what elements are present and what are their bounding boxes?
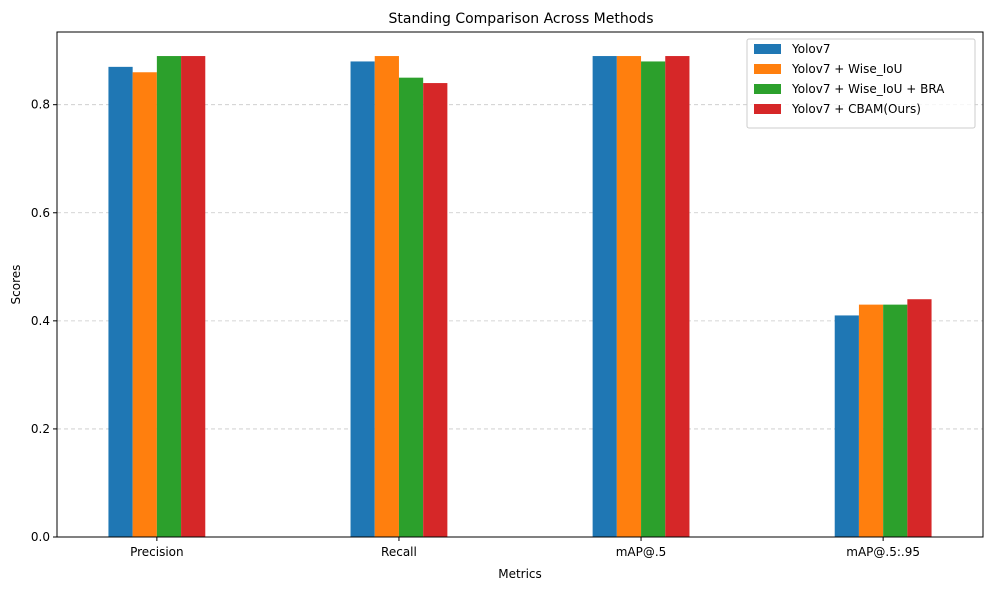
bar — [665, 56, 690, 538]
x-tick-label: mAP@.5:.95 — [846, 545, 920, 559]
bar — [592, 56, 617, 538]
bar — [883, 304, 908, 537]
legend: Yolov7 Yolov7 + Wise_IoU Yolov7 + Wise_IoU… — [746, 38, 976, 129]
x-tick-label: Recall — [381, 545, 417, 559]
bar — [350, 61, 375, 538]
legend-box — [746, 38, 976, 129]
bar — [374, 56, 399, 538]
x-axis-ticks: Precision Recall mAP@.5 mAP@.5:.95 — [130, 537, 920, 559]
y-tick-label: 0.6 — [31, 206, 50, 220]
bar — [641, 61, 666, 538]
plot-frame — [56, 31, 984, 538]
y-tick-label: 0.2 — [31, 422, 50, 436]
legend-entry: Yolov7 + CBAM(Ours) — [791, 102, 921, 116]
bar — [181, 56, 206, 538]
bar — [132, 72, 157, 538]
bar — [108, 66, 133, 538]
y-tick-label: 0.0 — [31, 530, 50, 544]
x-tick-label: Precision — [130, 545, 184, 559]
bar — [834, 315, 859, 537]
legend-swatch — [754, 84, 781, 94]
legend-swatch — [754, 104, 781, 114]
bar — [907, 299, 932, 537]
y-axis-ticks: 0.0 0.2 0.4 0.6 0.8 — [31, 98, 57, 544]
legend-entry: Yolov7 — [791, 42, 831, 56]
chart-title: Standing Comparison Across Methods — [389, 11, 654, 27]
bar — [858, 304, 884, 537]
bar — [156, 56, 182, 538]
legend-swatch — [754, 64, 781, 74]
bars — [108, 56, 932, 538]
legend-swatch — [754, 44, 781, 54]
bar — [398, 77, 424, 538]
x-axis-label: Metrics — [498, 567, 542, 581]
legend-entry: Yolov7 + Wise_IoU — [791, 62, 902, 76]
bar — [616, 56, 642, 538]
bar — [423, 83, 448, 537]
y-axis-label: Scores — [9, 265, 23, 305]
x-tick-label: mAP@.5 — [616, 545, 667, 559]
y-tick-label: 0.8 — [31, 98, 50, 112]
y-tick-label: 0.4 — [31, 314, 50, 328]
legend-entry: Yolov7 + Wise_IoU + BRA — [791, 82, 945, 96]
